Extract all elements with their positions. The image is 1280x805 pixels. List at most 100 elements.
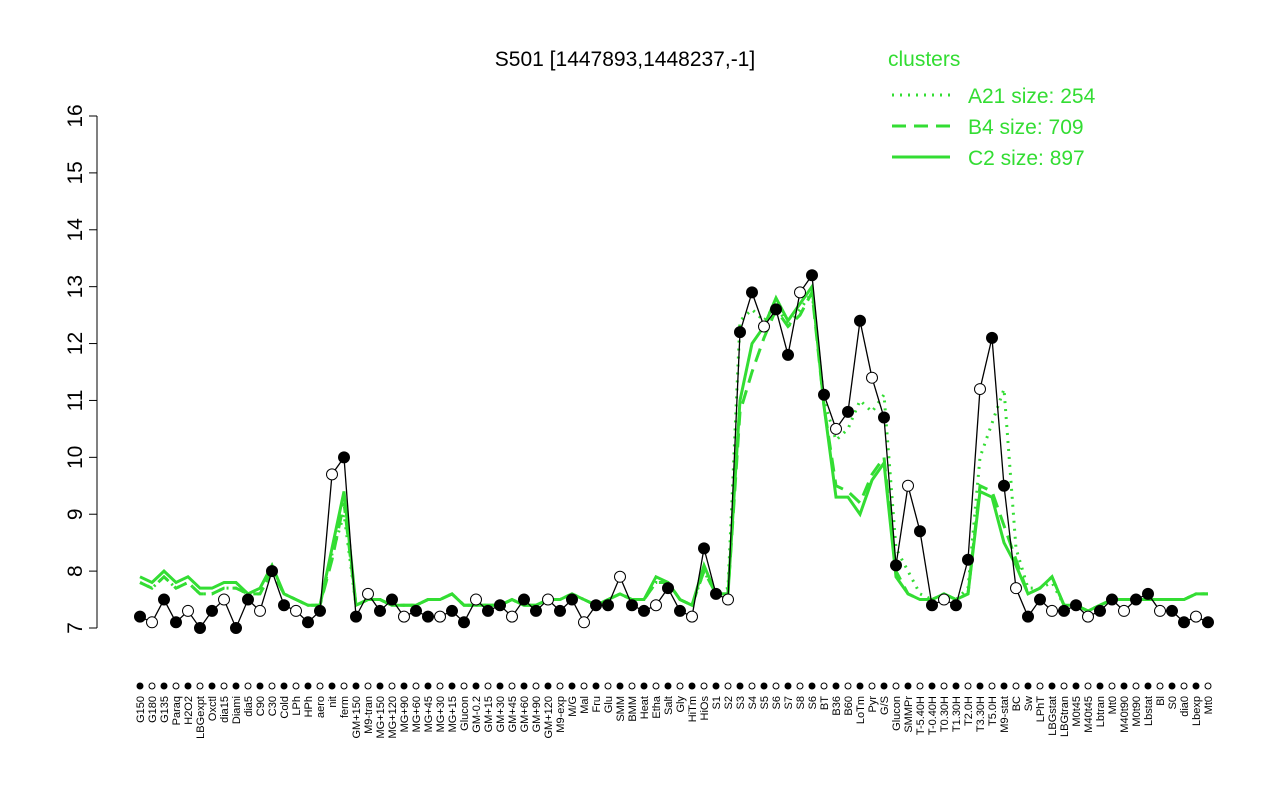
data-point <box>362 587 374 600</box>
x-tick-label: S4 <box>747 696 759 709</box>
rug-mark <box>808 682 816 690</box>
data-point <box>578 616 590 629</box>
data-point <box>302 616 314 629</box>
x-tick-label: S3 <box>735 696 747 709</box>
rug-mark <box>520 682 528 690</box>
x-tick-label: Salt <box>663 696 675 715</box>
legend-label: B4 size: 709 <box>968 116 1084 139</box>
data-point <box>470 593 482 606</box>
x-tick-label: G180 <box>147 696 159 723</box>
data-point <box>878 411 890 424</box>
x-tick-label: Mt0 <box>1203 696 1215 714</box>
cluster-line <box>139 288 1208 613</box>
x-tick-label: B60 <box>843 696 855 716</box>
rug-mark <box>904 682 912 690</box>
y-tick-label: 13 <box>64 275 87 298</box>
data-point <box>866 371 878 384</box>
x-tick-label: Fru <box>591 696 603 713</box>
rug-mark <box>340 682 348 690</box>
data-point <box>158 593 170 606</box>
data-point <box>1190 610 1202 623</box>
rug-mark <box>880 682 888 690</box>
data-point <box>938 593 950 606</box>
rug-mark <box>316 682 324 690</box>
rug-mark <box>580 682 588 690</box>
data-point <box>650 599 662 612</box>
data-point <box>386 593 398 606</box>
data-point <box>1058 604 1070 617</box>
data-point <box>290 604 302 617</box>
rug-mark <box>1144 682 1152 690</box>
x-tick-label: T1.30H <box>951 696 963 732</box>
x-tick-label: Pyr <box>867 696 879 713</box>
data-point <box>782 348 794 361</box>
rug-mark <box>1072 682 1080 690</box>
data-point <box>542 593 554 606</box>
data-point <box>986 331 998 344</box>
rug-mark <box>568 682 576 690</box>
rug-mark <box>664 682 672 690</box>
data-point <box>1166 604 1178 617</box>
data-point <box>278 599 290 612</box>
rug-mark <box>364 682 372 690</box>
rug-mark <box>328 682 336 690</box>
x-tick-label: G135 <box>159 696 171 723</box>
x-tick-label: G150 <box>135 696 147 723</box>
rug-mark <box>772 682 780 690</box>
rug-mark <box>184 682 192 690</box>
x-tick-label: BC <box>1011 696 1023 711</box>
x-tick-label: LBGstat <box>1047 696 1059 736</box>
rug-mark <box>436 682 444 690</box>
x-tick-label: MG+15 <box>447 696 459 732</box>
rug-mark <box>952 682 960 690</box>
rug-mark <box>1120 682 1128 690</box>
rug-mark <box>484 682 492 690</box>
x-tick-label: M9-tran <box>363 696 375 734</box>
x-tick-label: T-0.40H <box>927 696 939 735</box>
x-tick-label: Oxctl <box>207 696 219 721</box>
rug-mark <box>1156 682 1164 690</box>
rug-mark <box>1192 682 1200 690</box>
rug-mark <box>556 682 564 690</box>
data-point <box>974 383 986 396</box>
rug-mark <box>160 682 168 690</box>
rug-mark <box>688 682 696 690</box>
data-point <box>350 610 362 623</box>
data-point <box>722 593 734 606</box>
rug-mark <box>724 682 732 690</box>
x-tick-label: LPhT <box>1035 696 1047 723</box>
x-tick-label: T3.30H <box>975 696 987 732</box>
legend: clusters A21 size: 254 B4 size: 709 C2 siz… <box>888 48 1096 170</box>
data-point <box>794 286 806 299</box>
x-tick-label: BT <box>819 696 831 710</box>
data-point <box>758 320 770 333</box>
x-tick-label: dia0 <box>1179 696 1191 717</box>
x-tick-label: MG+150 <box>375 696 387 739</box>
data-point <box>1046 604 1058 617</box>
x-tick-label: M/G <box>567 696 579 717</box>
rug-mark <box>1204 682 1212 690</box>
rug-mark <box>460 682 468 690</box>
x-tick-label: S6 <box>807 696 819 709</box>
data-point <box>1010 582 1022 595</box>
x-tick-label: MG+120 <box>387 696 399 739</box>
x-tick-label: S2 <box>723 696 735 709</box>
data-point <box>194 622 206 634</box>
x-tick-label: M9-stat <box>999 696 1011 733</box>
x-tick-label: GM+120 <box>543 696 555 739</box>
x-tick-label: T5.0H <box>987 696 999 726</box>
rug-mark <box>616 682 624 690</box>
rug-mark <box>1108 682 1116 690</box>
x-tick-label: M40t45 <box>1083 696 1095 733</box>
chart-title: S501 [1447893,1448237,-1] <box>495 48 755 71</box>
x-tick-label: C90 <box>255 696 267 716</box>
x-tick-label: GM+45 <box>507 696 519 732</box>
x-tick-label: M9-exp <box>555 696 567 733</box>
x-tick-label: MG+90 <box>399 696 411 732</box>
x-tick-label: Mt0 <box>1107 696 1119 714</box>
x-tick-label: S6 <box>771 696 783 709</box>
data-point <box>422 610 434 623</box>
data-point <box>674 604 686 617</box>
rug-mark <box>964 682 972 690</box>
